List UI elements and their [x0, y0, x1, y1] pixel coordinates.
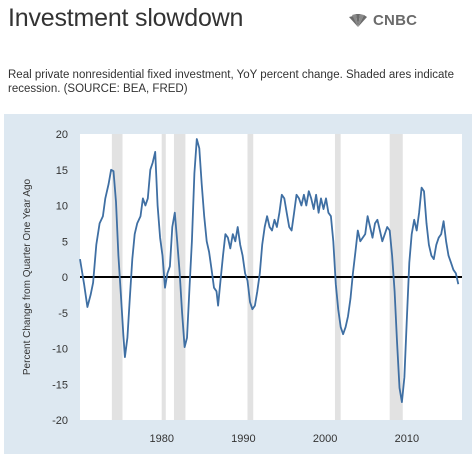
y-tick-label: 10	[56, 201, 68, 213]
line-chart: -20 -15 -10 -5 0 5 10 15 20 1980 1990 2000 2010 Per…	[22, 129, 462, 445]
x-tick-label: 2000	[313, 433, 337, 445]
brand-logo: CNBC	[347, 12, 417, 29]
x-tick-label: 1980	[149, 433, 173, 445]
y-tick-label: 15	[56, 165, 68, 177]
x-tick-label: 2010	[395, 433, 419, 445]
y-tick-label: 5	[62, 236, 68, 248]
y-tick-label: 0	[62, 272, 68, 284]
page-title: Investment slowdown	[8, 4, 244, 32]
x-tick-labels: 1980 1990 2000 2010	[149, 433, 419, 445]
y-tick-labels: -20 -15 -10 -5 0 5 10 15 20	[52, 129, 68, 427]
y-tick-label: -15	[52, 379, 68, 391]
y-tick-label: -20	[52, 415, 68, 427]
x-tick-label: 1990	[231, 433, 255, 445]
peacock-icon	[349, 13, 367, 27]
brand-name: CNBC	[373, 12, 418, 29]
y-tick-label: -10	[52, 344, 68, 356]
series-line-layer	[79, 138, 460, 403]
y-tick-label: 20	[56, 129, 68, 141]
y-axis-label: Percent Change from Quarter One Year Ago	[22, 178, 33, 375]
series-line-0	[79, 138, 460, 403]
chart-panel: -20 -15 -10 -5 0 5 10 15 20 1980 1990 2000 2010 Per…	[4, 114, 472, 454]
chart-subtitle: Real private nonresidential fixed invest…	[8, 69, 455, 95]
y-tick-label: -5	[58, 308, 68, 320]
